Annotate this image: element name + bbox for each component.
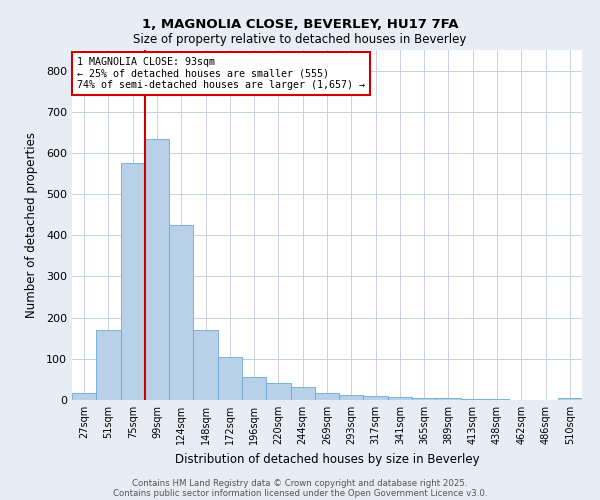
- Bar: [193, 330, 218, 400]
- Text: Contains public sector information licensed under the Open Government Licence v3: Contains public sector information licen…: [113, 488, 487, 498]
- Text: 1 MAGNOLIA CLOSE: 93sqm
← 25% of detached houses are smaller (555)
74% of semi-d: 1 MAGNOLIA CLOSE: 93sqm ← 25% of detache…: [77, 57, 365, 90]
- Text: 1, MAGNOLIA CLOSE, BEVERLEY, HU17 7FA: 1, MAGNOLIA CLOSE, BEVERLEY, HU17 7FA: [142, 18, 458, 30]
- Bar: [388, 396, 412, 400]
- Bar: [290, 387, 315, 400]
- Bar: [96, 330, 121, 400]
- Bar: [436, 398, 461, 400]
- Bar: [558, 398, 582, 400]
- Bar: [485, 399, 509, 400]
- Bar: [315, 394, 339, 400]
- Bar: [72, 392, 96, 400]
- Bar: [169, 225, 193, 400]
- Text: Contains HM Land Registry data © Crown copyright and database right 2025.: Contains HM Land Registry data © Crown c…: [132, 478, 468, 488]
- Bar: [145, 138, 169, 400]
- Bar: [364, 396, 388, 400]
- Bar: [242, 376, 266, 400]
- Bar: [339, 395, 364, 400]
- Y-axis label: Number of detached properties: Number of detached properties: [25, 132, 38, 318]
- Text: Size of property relative to detached houses in Beverley: Size of property relative to detached ho…: [133, 32, 467, 46]
- Bar: [218, 357, 242, 400]
- Bar: [266, 382, 290, 400]
- Bar: [412, 398, 436, 400]
- Bar: [121, 163, 145, 400]
- Bar: [461, 399, 485, 400]
- X-axis label: Distribution of detached houses by size in Beverley: Distribution of detached houses by size …: [175, 452, 479, 466]
